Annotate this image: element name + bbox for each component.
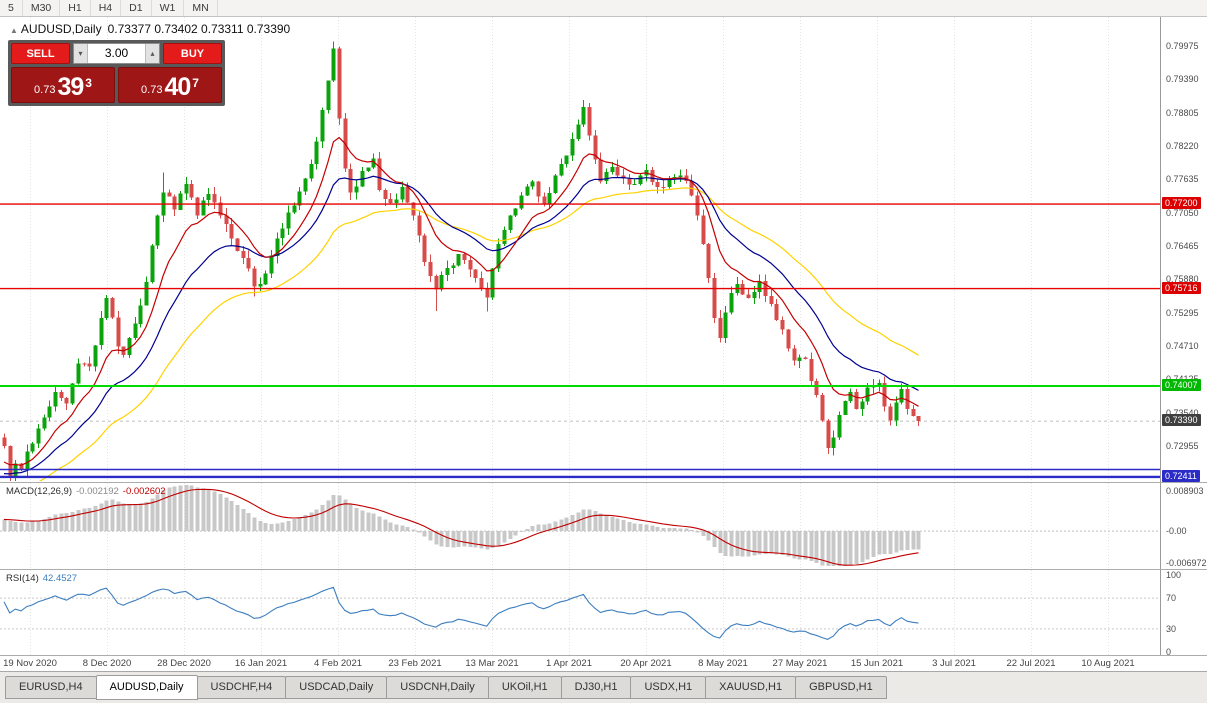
price-tick: 0.78805 [1166,108,1199,118]
one-click-trading-panel: SELL ▾ 3.00 ▴ BUY 0.73 39 3 0.73 40 7 [8,40,225,106]
time-axis[interactable]: 19 Nov 2020 8 Dec 2020 28 Dec 2020 16 Jan 2… [0,656,1160,671]
buy-button[interactable]: BUY [163,43,222,64]
date-label: 19 Nov 2020 [3,658,57,669]
price-tick: 0.74710 [1166,341,1199,351]
bid-pipette: 3 [85,76,92,90]
chart-title: ▲ AUDUSD,Daily 0.73377 0.73402 0.73311 0.7… [10,22,290,36]
date-label: 8 May 2021 [698,658,748,669]
moving-average-fast-red [3,136,919,466]
price-level-badge: 0.72411 [1162,470,1200,482]
price-level-badge: 0.75716 [1162,282,1201,294]
date-label: 3 Jul 2021 [932,658,976,669]
macd-axis-label: 0.008903 [1166,486,1204,496]
timeframe-button-m30[interactable]: M30 [22,0,61,16]
price-tick: 0.79975 [1166,41,1199,51]
rsi-axis-label: 0 [1166,647,1172,657]
price-tick: 0.75880 [1166,274,1199,284]
timeframe-button-w1[interactable]: W1 [151,0,185,16]
current-price-badge: 0.73390 [1162,414,1201,426]
moving-average-medium-blue [3,175,919,475]
macd-histogram [2,485,921,566]
date-label: 8 Dec 2020 [82,658,132,669]
timeframe-button-h4[interactable]: H4 [90,0,122,16]
macd-signal-value: -0.002602 [122,486,166,497]
rsi-line [3,586,919,641]
price-tick: 0.73540 [1166,408,1199,418]
date-label: 1 Apr 2021 [546,658,592,669]
moving-average-slow-yellow [38,187,919,481]
price-tick: 0.77635 [1166,174,1199,184]
price-tick: 0.77050 [1166,208,1199,218]
volume-spinner[interactable]: ▾ 3.00 ▴ [73,43,160,64]
chart-tab-usdcad-daily[interactable]: USDCAD,Daily [285,676,388,699]
time-axis-border [0,655,1207,656]
rsi-indicator-pane[interactable] [0,570,1160,655]
rsi-name: RSI(14) [6,573,39,584]
rsi-label: RSI(14) 42.4527 [6,573,77,584]
macd-axis-label: -0.006972 [1166,558,1207,568]
chart-tab-dj30-h1[interactable]: DJ30,H1 [560,676,632,699]
rsi-axis-label: 70 [1166,593,1177,603]
ask-big-digits: 40 [164,73,191,101]
date-label: 28 Dec 2020 [157,658,211,669]
sell-button[interactable]: SELL [11,43,70,64]
price-level-badge: 0.77200 [1162,197,1201,209]
chart-tab-bar: EURUSD,H4 AUDUSD,Daily USDCHF,H4 USDCAD,Dai… [0,671,1207,703]
chart-symbol: AUDUSD,Daily [20,22,102,36]
date-label: 15 Jun 2021 [850,658,904,669]
volume-increase-button[interactable]: ▴ [145,44,159,63]
ask-price-button[interactable]: 0.73 40 7 [118,67,222,103]
chart-tab-xauusd-h1[interactable]: XAUUSD,H1 [705,676,797,699]
bid-price-button[interactable]: 0.73 39 3 [11,67,115,103]
price-tick: 0.78220 [1166,141,1199,151]
date-label: 27 May 2021 [772,658,828,669]
pane-separator[interactable] [0,482,1207,483]
macd-label: MACD(12,26,9) -0.002192 -0.002602 [6,486,166,497]
chart-tab-gbpusd-h1[interactable]: GBPUSD,H1 [795,676,887,699]
ask-prefix: 0.73 [141,84,163,96]
date-label: 23 Feb 2021 [388,658,442,669]
candlestick-series [2,41,921,481]
macd-axis-label: -0.00 [1166,526,1187,536]
date-label: 16 Jan 2021 [234,658,288,669]
macd-signal-line [3,488,919,566]
price-tick: 0.76465 [1166,241,1199,251]
macd-main-value: -0.002192 [76,486,119,497]
rsi-axis-label: 30 [1166,624,1177,634]
volume-decrease-button[interactable]: ▾ [74,44,88,63]
chart-tab-eurusd-h4[interactable]: EURUSD,H4 [5,676,97,699]
price-axis[interactable]: 0.79975 0.79390 0.78805 0.78220 0.77635 0.770… [1160,17,1207,657]
timeframe-toolbar: 5 M30 H1 H4 D1 W1 MN [0,0,1207,17]
price-tick: 0.79390 [1166,74,1199,84]
date-label: 4 Feb 2021 [313,658,363,669]
price-tick: 0.75295 [1166,308,1199,318]
ask-pipette: 7 [192,76,199,90]
date-label: 13 Mar 2021 [465,658,519,669]
date-label: 22 Jul 2021 [1006,658,1056,669]
chart-tab-audusd-daily[interactable]: AUDUSD,Daily [95,675,198,700]
timeframe-button-d1[interactable]: D1 [121,0,152,16]
date-label: 20 Apr 2021 [620,658,672,669]
rsi-axis-label: 100 [1166,570,1182,580]
chart-ohlc-values: 0.73377 0.73402 0.73311 0.73390 [107,22,291,36]
chart-tab-usdchf-h4[interactable]: USDCHF,H4 [196,676,287,699]
volume-value[interactable]: 3.00 [104,46,129,60]
chart-marker-icon: ▲ [10,26,18,35]
bid-prefix: 0.73 [34,84,56,96]
chart-tab-ukoil-h1[interactable]: UKOil,H1 [487,676,562,699]
price-tick: 0.72955 [1166,441,1199,451]
timeframe-button-h1[interactable]: H1 [60,0,91,16]
macd-indicator-pane[interactable] [0,483,1160,568]
timeframe-button-mn[interactable]: MN [184,0,218,16]
timeframe-button-5[interactable]: 5 [0,0,23,16]
macd-name: MACD(12,26,9) [6,486,72,497]
bid-big-digits: 39 [57,73,84,101]
price-level-badge: 0.74007 [1162,379,1201,391]
rsi-value: 42.4527 [42,573,78,584]
pane-separator[interactable] [0,569,1207,570]
chart-tab-usdcnh-daily[interactable]: USDCNH,Daily [386,676,489,699]
chart-tab-usdx-h1[interactable]: USDX,H1 [630,676,707,699]
date-label: 10 Aug 2021 [1081,658,1135,669]
